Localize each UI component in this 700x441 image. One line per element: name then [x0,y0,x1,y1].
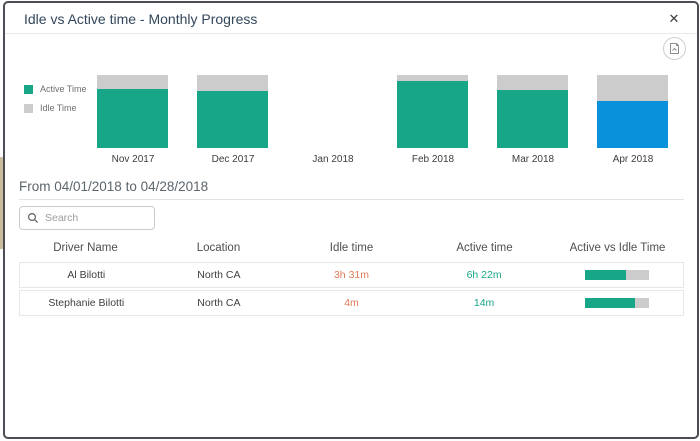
active-segment [97,88,168,148]
x-axis-label: Dec 2017 [211,154,255,165]
active-segment [397,80,468,148]
active-vs-idle-bar [584,270,649,281]
dialog-title: Idle vs Active time - Monthly Progress [24,11,258,27]
chart-legend: Active Time Idle Time [24,84,87,122]
bar-nov-2017[interactable] [97,75,168,148]
driver-name-cell: Al Bilotti [67,269,106,281]
table-header: Driver Name Location Idle time Active time A… [19,242,684,254]
period-label: From 04/01/2018 to 04/28/2018 [19,179,209,194]
search-icon [27,212,39,224]
table-row[interactable]: Stephanie Bilotti North CA 4m 14m [19,290,684,316]
section-divider [19,199,684,200]
drivers-table: Driver Name Location Idle time Active time A… [19,242,684,318]
x-axis-label: Mar 2018 [511,154,555,165]
bar-dec-2017[interactable] [197,75,268,148]
column-header[interactable]: Idle time [329,242,374,254]
idle-segment [497,75,568,91]
column-header[interactable]: Active time [456,242,513,254]
column-header[interactable]: Driver Name [53,242,118,254]
stacked-bar-chart: Active Time Idle Time Nov 2017 Dec 2017 Jan… [5,62,697,172]
column-header[interactable]: Location [196,242,241,254]
active-vs-idle-bar [584,298,649,309]
active-time-cell: 6h 22m [466,269,502,281]
legend-label: Idle Time [40,103,77,113]
active-time-cell: 14m [473,297,495,309]
idle-segment [97,75,168,89]
search-input[interactable] [45,212,147,224]
chart-slot: Jan 2018 [283,75,383,165]
table-body: Al Bilotti North CA 3h 31m 6h 22m Stephanie … [19,262,684,316]
column-header[interactable]: Active vs Idle Time [569,242,666,254]
idle-segment [197,75,268,92]
idle-time-cell: 4m [344,297,359,309]
backdrop-sliver [0,157,4,249]
bar-apr-2018[interactable] [597,75,668,148]
x-axis-label: Feb 2018 [411,154,455,165]
active-segment [597,101,668,148]
idle-time-cell: 3h 31m [333,269,369,281]
plot-area: Nov 2017 Dec 2017 Jan 2018 Feb 2018 Mar 2018… [83,75,683,165]
dialog-header: Idle vs Active time - Monthly Progress ✕ [5,3,697,34]
active-segment [497,90,568,148]
idle-vs-active-dialog: Idle vs Active time - Monthly Progress ✕… [3,1,699,439]
chart-slot: Nov 2017 [83,75,183,165]
legend-swatch [24,103,33,113]
active-fill [584,270,626,281]
bar-feb-2018[interactable] [397,75,468,148]
export-image-icon [668,42,681,55]
ratio-cell [550,297,683,309]
idle-segment [397,75,468,81]
legend-item[interactable]: Idle Time [24,103,87,113]
close-icon[interactable]: ✕ [665,10,683,28]
x-axis-label: Nov 2017 [111,154,155,165]
ratio-cell [550,269,683,281]
legend-swatch [24,84,33,94]
x-axis-label: Apr 2018 [612,154,654,165]
chart-slot: Mar 2018 [483,75,583,165]
legend-label: Active Time [40,84,87,94]
export-button[interactable] [663,37,686,60]
chart-slot: Dec 2017 [183,75,283,165]
search-box[interactable] [19,206,155,230]
active-segment [197,91,268,148]
idle-segment [597,75,668,102]
x-axis-label: Jan 2018 [312,154,354,165]
chart-slot: Apr 2018 [583,75,683,165]
table-row[interactable]: Al Bilotti North CA 3h 31m 6h 22m [19,262,684,288]
location-cell: North CA [197,269,241,281]
driver-name-cell: Stephanie Bilotti [48,297,125,309]
chart-slot: Feb 2018 [383,75,483,165]
bar-mar-2018[interactable] [497,75,568,148]
location-cell: North CA [197,297,241,309]
active-fill [584,298,635,309]
legend-item[interactable]: Active Time [24,84,87,94]
